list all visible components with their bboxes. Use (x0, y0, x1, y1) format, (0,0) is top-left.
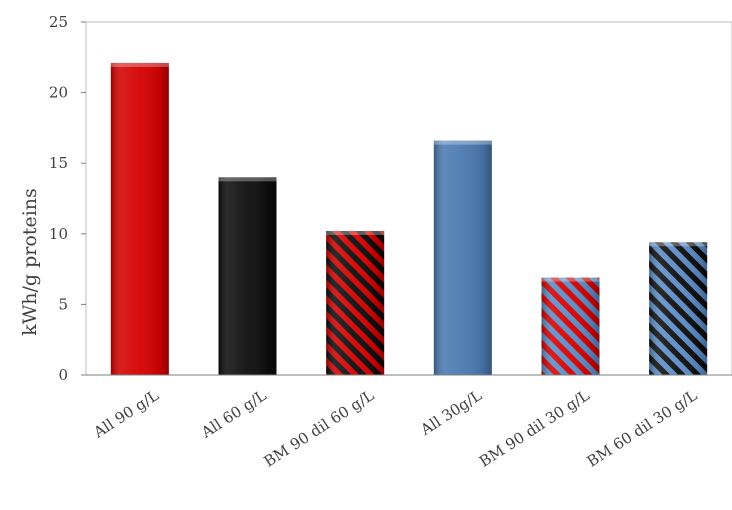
bar-shading (433, 140, 492, 375)
bar-shading (218, 177, 277, 375)
bar-shading (326, 230, 385, 375)
x-tick-label: BM 90 dil 30 g/L (476, 386, 593, 471)
bar (433, 140, 492, 375)
bar (218, 177, 277, 375)
bar-shading (541, 277, 600, 375)
x-tick-label: BM 90 dil 60 g/L (261, 386, 378, 471)
bar-shading (649, 242, 708, 375)
bar (110, 62, 169, 375)
bar-top-bevel (649, 242, 708, 247)
bar (326, 230, 385, 375)
y-tick-label: 15 (49, 154, 68, 172)
y-tick-label: 5 (58, 295, 68, 313)
bar-top-bevel (110, 62, 169, 67)
bar-top-bevel (541, 277, 600, 282)
y-tick-label: 10 (49, 225, 68, 243)
bar (541, 277, 600, 375)
y-axis-title: kWh/g proteins (19, 188, 41, 336)
y-tick-label: 0 (58, 366, 68, 384)
bar-shading (110, 62, 169, 375)
x-tick-label: All 90 g/L (90, 386, 162, 442)
x-tick-label: All 30g/L (417, 386, 485, 439)
bar (649, 242, 708, 375)
x-tick-label: All 60 g/L (197, 386, 269, 442)
bar-top-bevel (218, 177, 277, 182)
y-tick-label: 20 (49, 84, 68, 102)
y-tick-label: 25 (49, 13, 68, 31)
plot-area (85, 21, 732, 376)
x-tick-label: BM 60 dil 30 g/L (584, 386, 701, 471)
bar-top-bevel (433, 140, 492, 145)
bar-top-bevel (326, 230, 385, 235)
